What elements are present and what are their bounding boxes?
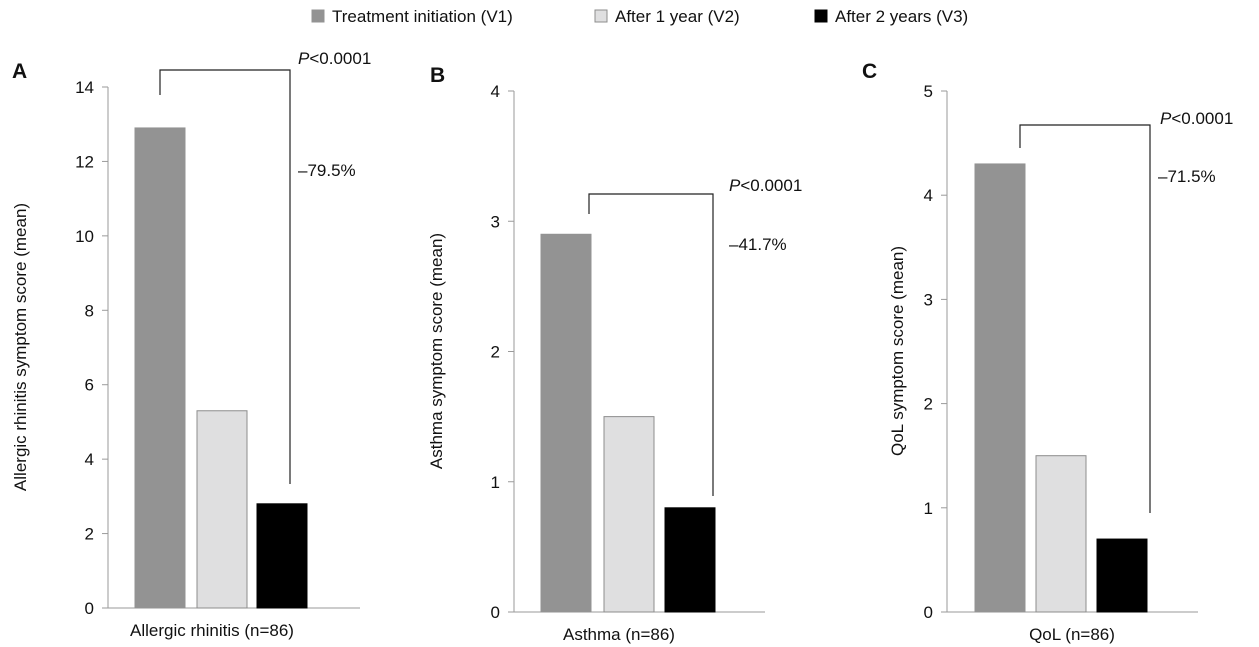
bar-2	[196, 410, 248, 609]
p-value-rest: <0.0001	[309, 49, 371, 68]
y-tick-label: 6	[85, 376, 94, 395]
percent-change-label: –79.5%	[298, 161, 356, 180]
y-axis-label: Asthma symptom score (mean)	[427, 233, 446, 469]
y-tick-label: 2	[85, 525, 94, 544]
p-value-label: P<0.0001	[298, 49, 371, 68]
significance-bracket	[159, 69, 291, 484]
percent-change-label: –71.5%	[1158, 167, 1216, 186]
y-axis-label: QoL symptom score (mean)	[888, 246, 907, 456]
y-tick-label: 1	[491, 473, 500, 492]
y-tick-label: 2	[924, 395, 933, 414]
legend-label: After 1 year (V2)	[615, 7, 740, 26]
bar-2	[1035, 455, 1087, 613]
y-tick-label: 4	[491, 82, 500, 101]
panel-letter: A	[12, 60, 27, 83]
y-tick-label: 3	[491, 212, 500, 231]
y-tick-label: 2	[491, 343, 500, 362]
y-tick-label: 0	[85, 599, 94, 618]
p-value-label: P<0.0001	[729, 176, 802, 195]
y-tick-label: 4	[924, 186, 933, 205]
legend-swatch	[311, 9, 325, 23]
y-tick-label: 5	[924, 82, 933, 101]
chart-panel-c: C 0 1 2 3 4 5 P<0.0001 –71.5% QoL (n=86) QoL sympt…	[862, 60, 1233, 644]
y-tick-label: 0	[491, 603, 500, 622]
p-value-prefix: P	[298, 49, 310, 68]
legend-swatch	[814, 9, 828, 23]
significance-bracket	[1019, 124, 1151, 513]
bar-1	[134, 127, 186, 609]
x-axis-label: Asthma (n=86)	[563, 625, 675, 644]
legend-swatch	[594, 9, 608, 23]
p-value-rest: <0.0001	[1171, 109, 1233, 128]
bar-3	[256, 503, 308, 609]
y-tick-label: 0	[924, 603, 933, 622]
panel-letter: B	[430, 64, 445, 87]
chart-panel-a: A 0 2 4 6 8 10 12 14 P<0.0001 –79.5% Allergic rhini…	[11, 49, 371, 640]
y-tick-label: 3	[924, 290, 933, 309]
panel-letter: C	[862, 60, 877, 83]
bar-2	[603, 416, 655, 613]
legend-label: After 2 years (V3)	[835, 7, 968, 26]
bar-1	[540, 233, 592, 613]
legend-label: Treatment initiation (V1)	[332, 7, 513, 26]
chart-panel-b: B 0 1 2 3 4 P<0.0001 –41.7% Asthma (n=86) Asthma …	[427, 64, 802, 644]
y-tick-label: 4	[85, 450, 94, 469]
x-axis-label: Allergic rhinitis (n=86)	[130, 621, 294, 640]
y-tick-label: 14	[75, 78, 94, 97]
p-value-prefix: P	[1160, 109, 1172, 128]
y-tick-label: 10	[75, 227, 94, 246]
bar-3	[664, 507, 716, 613]
percent-change-label: –41.7%	[729, 235, 787, 254]
y-tick-label: 8	[85, 301, 94, 320]
legend: Treatment initiation (V1) After 1 year (V…	[311, 7, 968, 26]
p-value-label: P<0.0001	[1160, 109, 1233, 128]
y-tick-label: 12	[75, 152, 94, 171]
y-tick-label: 1	[924, 499, 933, 518]
p-value-rest: <0.0001	[740, 176, 802, 195]
p-value-prefix: P	[729, 176, 741, 195]
y-axis-label: Allergic rhinitis symptom score (mean)	[11, 203, 30, 491]
bar-3	[1096, 538, 1148, 613]
bar-1	[974, 163, 1026, 613]
significance-bracket	[588, 193, 714, 496]
x-axis-label: QoL (n=86)	[1029, 625, 1115, 644]
